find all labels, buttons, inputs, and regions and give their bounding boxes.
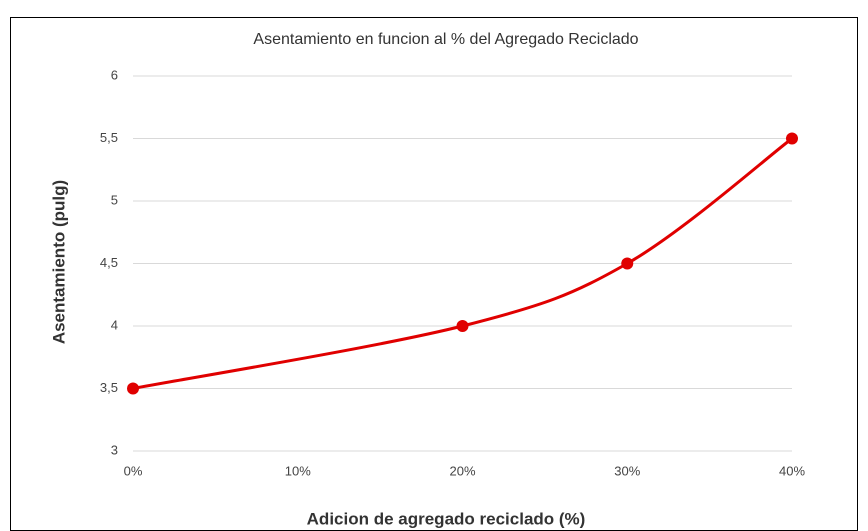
y-tick-label: 5 [111, 192, 118, 207]
x-tick-label: 10% [285, 463, 311, 478]
x-tick-label: 20% [449, 463, 475, 478]
chart-title: Asentamiento en funcion al % del Agregad… [253, 31, 638, 48]
data-point [456, 320, 469, 332]
data-point [621, 257, 634, 270]
y-axis-title: Asentamiento (pulg) [49, 180, 68, 344]
x-tick-label: 30% [614, 463, 640, 478]
y-tick-label: 4 [111, 317, 118, 332]
x-tick-label: 0% [124, 463, 143, 478]
y-tick-label: 6 [111, 67, 118, 82]
y-tick-label: 5,5 [100, 130, 118, 145]
data-point [127, 382, 139, 395]
y-tick-label: 4,5 [100, 255, 118, 270]
x-tick-label: 40% [779, 463, 805, 478]
y-tick-label: 3 [111, 442, 118, 457]
y-tick-label: 3,5 [100, 380, 118, 395]
chart-border [10, 17, 858, 531]
x-axis-title: Adicion de agregado reciclado (%) [307, 509, 586, 528]
data-point [786, 132, 798, 145]
series-line [132, 137, 793, 390]
